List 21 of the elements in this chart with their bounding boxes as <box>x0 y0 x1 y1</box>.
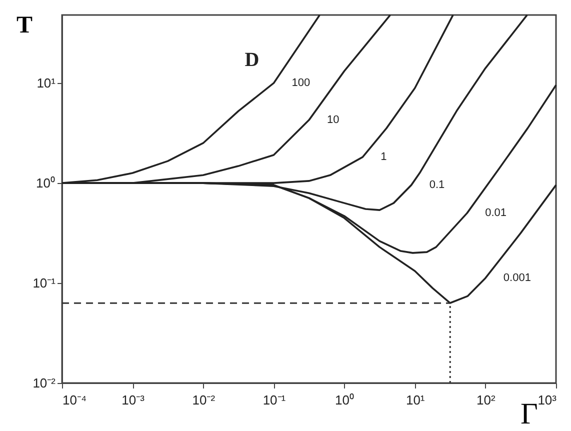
annotation: D <box>244 49 260 71</box>
x-tick-label: 10⁻⁴ <box>62 392 87 408</box>
y-tick-label: 10¹ <box>36 76 56 91</box>
x-tick-label: 10⁻² <box>192 392 216 408</box>
annotation: 10 <box>326 114 340 126</box>
y-axis-title: T <box>16 12 33 38</box>
x-tick-label: 10¹ <box>406 392 426 408</box>
y-tick-label: 10⁰ <box>36 176 56 191</box>
annotation: 0.001 <box>503 272 531 284</box>
x-axis-title: Γ <box>520 398 538 430</box>
annotation: 0.01 <box>485 207 507 220</box>
x-tick-label: 10² <box>476 392 496 408</box>
y-tick-label: 10⁻¹ <box>32 276 56 291</box>
annotation: 1 <box>380 151 387 164</box>
x-tick-label: 10⁻³ <box>122 392 146 408</box>
x-tick-label: 10⁻¹ <box>262 392 286 408</box>
annotation: 100 <box>292 77 310 90</box>
x-tick-label: 10³ <box>538 392 558 408</box>
annotation: 0.1 <box>429 179 445 192</box>
y-tick-label: 10⁻² <box>32 376 56 390</box>
x-tick-label: 10⁰ <box>335 392 355 408</box>
